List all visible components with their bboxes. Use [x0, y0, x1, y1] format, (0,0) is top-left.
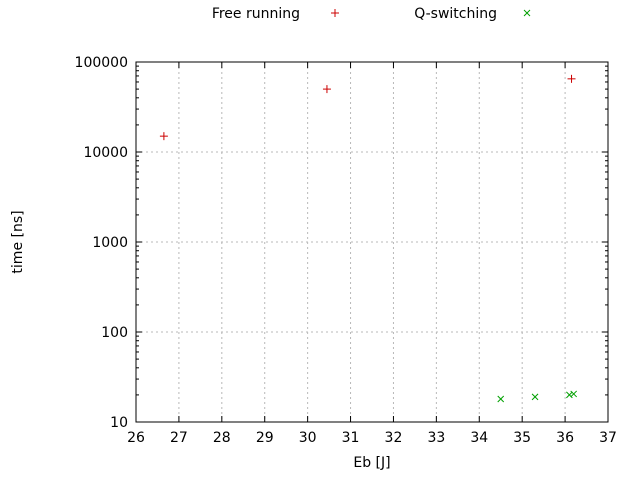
legend-marker-cross: [523, 9, 531, 17]
point-marker-q-switching: [570, 390, 578, 398]
point-marker-q-switching: [497, 395, 505, 403]
y-axis-title: time [ns]: [10, 210, 26, 273]
x-tick-label: 31: [342, 430, 360, 446]
x-tick-label: 34: [470, 430, 488, 446]
x-tick-label: 37: [599, 430, 617, 446]
chart-generated-layer: 26 27 28 29 30 31 32 33 34 35 36 37 10 100 1000 10000 10…: [75, 9, 617, 446]
y-tick-label: 1000: [92, 235, 128, 251]
y-tick-label: 10000: [83, 145, 128, 161]
x-tick-label: 30: [299, 430, 317, 446]
x-tick-label: 35: [513, 430, 531, 446]
x-tick-label: 26: [127, 430, 145, 446]
x-tick-label: 28: [213, 430, 231, 446]
legend-marker-plus: [331, 9, 339, 17]
point-marker-free-running: [159, 132, 168, 141]
x-axis-title: Eb [J]: [353, 455, 390, 471]
x-tick-label: 32: [385, 430, 403, 446]
x-tick-label: 29: [256, 430, 274, 446]
point-marker-free-running: [322, 85, 331, 94]
y-tick-label: 10: [110, 415, 128, 431]
y-tick-label: 100000: [75, 55, 128, 71]
x-tick-label: 27: [170, 430, 188, 446]
legend-label-q-switching: Q-switching: [414, 6, 497, 22]
point-marker-q-switching: [531, 393, 539, 401]
point-marker-q-switching: [566, 391, 573, 399]
x-tick-label: 36: [556, 430, 574, 446]
legend-label-free-running: Free running: [212, 6, 300, 22]
point-marker-free-running: [567, 74, 576, 83]
y-tick-label: 100: [101, 325, 128, 341]
x-tick-label: 33: [427, 430, 445, 446]
